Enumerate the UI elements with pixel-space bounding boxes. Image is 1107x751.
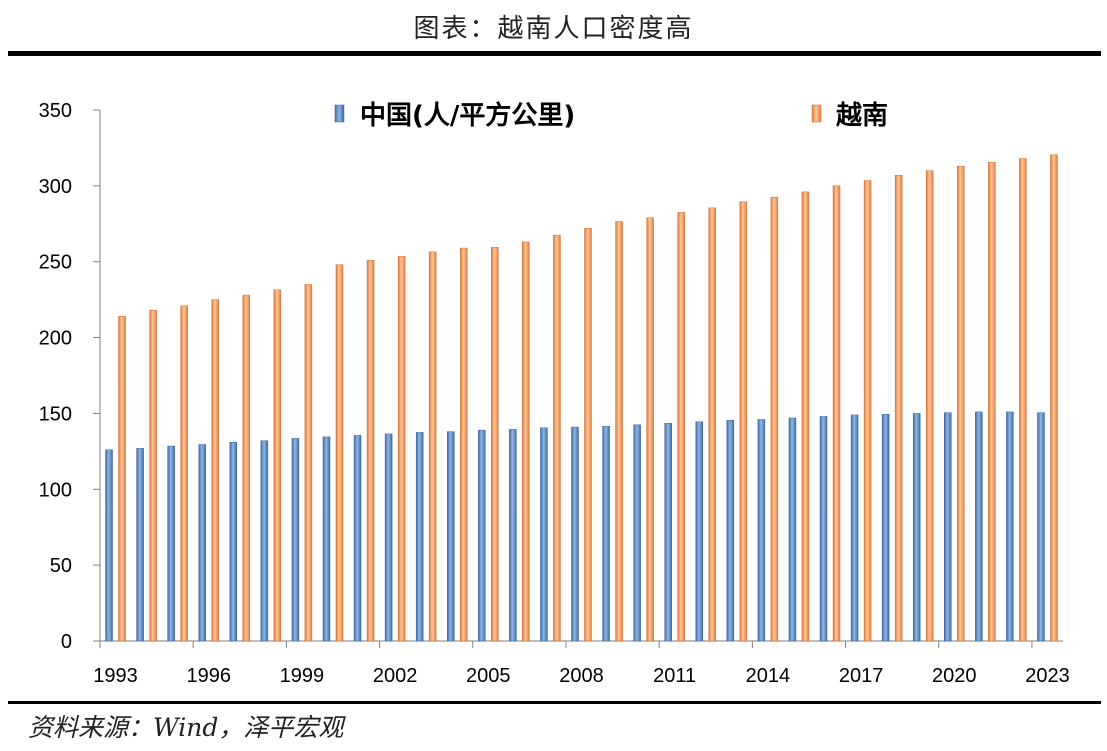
bar-china-2009 (602, 426, 610, 642)
y-tick-label: 250 (39, 252, 72, 274)
bar-china-2020 (944, 412, 952, 642)
bar-china-2015 (788, 417, 797, 642)
y-tick-label: 50 (50, 555, 72, 577)
x-tick-label: 2020 (932, 665, 977, 687)
bar-vietnam-1993 (118, 316, 126, 642)
y-tick-label: 100 (39, 479, 72, 501)
bar-vietnam-1999 (304, 284, 313, 642)
y-axis: 0 50 100 150 200 250 300 350 (39, 100, 101, 653)
bar-china-2003 (415, 432, 424, 642)
bar-chart: 0 50 100 150 200 250 300 350 1993 1996 1999 2002 20… (39, 100, 1070, 687)
x-tick-label: 1996 (186, 665, 231, 687)
bar-china-2010 (633, 424, 641, 642)
bar-china-2023 (1037, 412, 1045, 642)
bar-vietnam-2022 (1019, 158, 1027, 642)
bar-vietnam-2014 (770, 196, 779, 642)
bar-vietnam-2010 (646, 217, 654, 642)
bar-china-2000 (322, 436, 331, 642)
bar-vietnam-2013 (739, 201, 748, 642)
bar-china-2012 (695, 421, 704, 642)
bar-vietnam-2019 (925, 170, 934, 642)
x-tick-label: 2023 (1025, 665, 1070, 687)
bar-vietnam-2003 (428, 251, 437, 642)
bar-china-2008 (571, 426, 579, 642)
x-tick-label: 2011 (653, 665, 696, 687)
y-tick-label: 200 (39, 328, 72, 350)
source-note: 资料来源：Wind，泽平宏观 (28, 713, 344, 742)
bar-vietnam-1996 (211, 299, 219, 642)
bar-vietnam-1995 (180, 305, 188, 642)
bar-china-2011 (664, 423, 672, 642)
y-tick-label: 150 (39, 403, 72, 425)
bar-china-1997 (229, 442, 238, 642)
x-tick-label: 2002 (373, 665, 418, 687)
bar-vietnam-2017 (863, 180, 872, 642)
bar-china-2005 (478, 429, 486, 642)
bar-china-1995 (167, 445, 175, 642)
bar-vietnam-2015 (801, 191, 810, 642)
bar-vietnam-2004 (459, 247, 468, 642)
bar-vietnam-2023 (1050, 154, 1058, 642)
y-tick-label: 350 (39, 100, 72, 122)
bar-vietnam-1994 (149, 310, 157, 642)
bar-china-1996 (198, 444, 206, 642)
bar-china-2006 (509, 429, 517, 642)
bar-vietnam-2016 (832, 185, 841, 642)
bar-china-2021 (975, 411, 983, 642)
title-divider (8, 51, 1101, 56)
bar-vietnam-1997 (242, 294, 251, 642)
bar-vietnam-2001 (366, 259, 375, 642)
bars (105, 154, 1058, 642)
x-tick-label: 2014 (746, 665, 791, 687)
legend-swatch-vietnam (811, 104, 822, 123)
bar-china-2018 (881, 413, 890, 642)
bar-china-1993 (105, 449, 113, 642)
x-tick-label: 2017 (839, 665, 884, 687)
bar-vietnam-1998 (273, 289, 282, 642)
bar-vietnam-2002 (397, 256, 406, 642)
x-axis: 1993 1996 1999 2002 2005 2008 2011 2014 2017 2020… (93, 640, 1070, 687)
bar-china-1999 (291, 438, 300, 642)
bar-china-2019 (912, 413, 921, 642)
x-tick-label: 1999 (280, 665, 325, 687)
bar-vietnam-2005 (491, 247, 499, 642)
footer-divider (8, 701, 1101, 704)
legend-label-china: 中国(人/平方公里) (360, 100, 575, 131)
bar-vietnam-2006 (522, 241, 530, 642)
bar-vietnam-2012 (708, 207, 717, 642)
bar-china-2004 (446, 431, 455, 642)
bar-china-2001 (353, 435, 362, 642)
y-tick-label: 0 (61, 631, 72, 653)
bar-vietnam-2000 (335, 264, 344, 642)
bar-china-2007 (540, 427, 548, 642)
bar-china-2002 (384, 433, 393, 642)
legend: 中国(人/平方公里) 越南 (334, 100, 888, 131)
bar-vietnam-2020 (957, 165, 965, 642)
x-tick-label: 2005 (466, 665, 511, 687)
bar-china-2017 (850, 414, 859, 642)
x-tick-label: 1993 (93, 665, 138, 687)
chart-title: 图表：越南人口密度高 (413, 14, 694, 44)
bar-china-1998 (260, 440, 269, 642)
x-tick-label: 2008 (559, 665, 604, 687)
bar-china-2014 (757, 419, 766, 642)
bar-vietnam-2011 (677, 212, 685, 642)
legend-label-vietnam: 越南 (836, 101, 888, 131)
bar-china-2022 (1006, 411, 1014, 642)
bar-vietnam-2021 (988, 162, 996, 642)
bar-china-2016 (819, 416, 828, 642)
bar-vietnam-2018 (894, 174, 903, 642)
bar-china-1994 (136, 448, 144, 642)
legend-swatch-china (334, 104, 345, 123)
bar-china-2013 (726, 420, 735, 642)
bar-vietnam-2007 (553, 234, 561, 642)
y-tick-label: 300 (39, 176, 72, 198)
bar-vietnam-2008 (584, 228, 592, 642)
bar-vietnam-2009 (615, 221, 623, 642)
